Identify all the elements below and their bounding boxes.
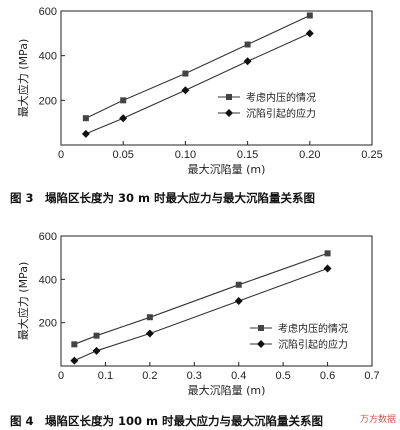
fig4-y-tick-label: 400 — [39, 274, 57, 286]
fig3-x-tick-label: 0.15 — [237, 149, 258, 161]
caption-fig3: 图 3 塌陷区长度为 30 m 时最大应力与最大沉陷量关系图 — [10, 191, 315, 205]
fig3-x-tick-label: 0.10 — [175, 149, 196, 161]
fig4-series-1-point — [146, 314, 153, 321]
fig3-series-2-point — [243, 57, 252, 66]
fig4-series-2-point — [92, 346, 101, 355]
fig4-x-tick-label: 0 — [58, 370, 64, 382]
caption-fig4: 图 4 塌陷区长度为 100 m 时最大应力与最大沉陷量关系图 — [10, 414, 324, 428]
fig3-series-1-point — [120, 97, 127, 104]
fig4-series-2-point — [323, 264, 332, 273]
fig3-y-axis-label: 最大应力 (MPa) — [16, 39, 30, 117]
fig3-x-axis-label: 最大沉陷量 (m) — [188, 162, 266, 176]
fig3-x-tick-label: 0 — [58, 149, 64, 161]
fig4-series-1-point — [71, 341, 78, 348]
fig3-series-1-point — [306, 12, 313, 19]
fig4-legend-marker-2 — [257, 340, 265, 348]
fig3-y-tick-label: 200 — [39, 95, 57, 107]
fig4-x-tick-label: 0.7 — [364, 370, 379, 382]
fig4-series-2-point — [145, 329, 154, 338]
fig4-x-tick-label: 0.2 — [142, 370, 157, 382]
fig3-legend-label-2: 沉陷引起的应力 — [246, 107, 316, 120]
fig4-x-tick-label: 0.6 — [320, 370, 335, 382]
fig4-x-tick-label: 0.3 — [187, 370, 202, 382]
fig3-series-2-point — [181, 86, 190, 95]
fig4-x-axis-label: 最大沉陷量 (m) — [188, 383, 266, 397]
fig4-y-tick-label: 200 — [39, 318, 57, 330]
fig4-series-1-point — [93, 332, 100, 339]
fig3-series-1-point — [244, 41, 251, 48]
fig3-series-1-point — [82, 115, 89, 122]
fig3-series-1-point — [182, 70, 189, 77]
fig4-series-1-point — [235, 281, 242, 288]
fig4-series-2-point — [234, 297, 243, 305]
fig3-series-2-point — [81, 129, 90, 138]
fig4-legend-marker-1 — [258, 325, 264, 331]
fig4-y-axis-label: 最大应力 (MPa) — [16, 262, 30, 340]
fig3-legend-label-1: 考虑内压的情况 — [246, 91, 316, 104]
fig4-legend-label-2: 沉陷引起的应力 — [278, 338, 348, 351]
fig4-x-tick-label: 0.5 — [275, 370, 290, 382]
fig3-legend-marker-1 — [226, 94, 232, 100]
fig3-y-tick-label: 400 — [39, 51, 57, 63]
fig3-x-tick-label: 0.20 — [299, 149, 320, 161]
chart-fig4: 0 0.1 0.2 0.3 0.4 0.5 0.6 0.7 200 400 600 最大沉陷量 (m)… — [16, 231, 380, 397]
fig4-x-tick-label: 0.4 — [231, 370, 246, 382]
fig4-series-2-point — [70, 356, 79, 365]
fig4-series-1-point — [324, 250, 331, 257]
fig4-plot-frame — [60, 235, 373, 367]
fig3-series-2-point — [305, 29, 314, 38]
fig3-x-tick-label: 0.25 — [361, 149, 382, 161]
fig3-plot-frame — [60, 10, 373, 146]
fig3-y-tick-label: 600 — [39, 6, 57, 18]
fig3-series-2-point — [119, 114, 128, 123]
chart-fig3: 0 0.05 0.10 0.15 0.20 0.25 200 400 600 最大沉陷量 (m) 最… — [16, 6, 383, 176]
fig4-legend-label-1: 考虑内压的情况 — [278, 322, 348, 335]
fig4-y-tick-label: 600 — [39, 231, 57, 243]
fig3-x-tick-label: 0.05 — [112, 149, 133, 161]
fig3-legend-marker-2 — [225, 109, 233, 117]
watermark: 万方数据 — [359, 414, 396, 424]
fig4-x-tick-label: 0.1 — [98, 370, 113, 382]
